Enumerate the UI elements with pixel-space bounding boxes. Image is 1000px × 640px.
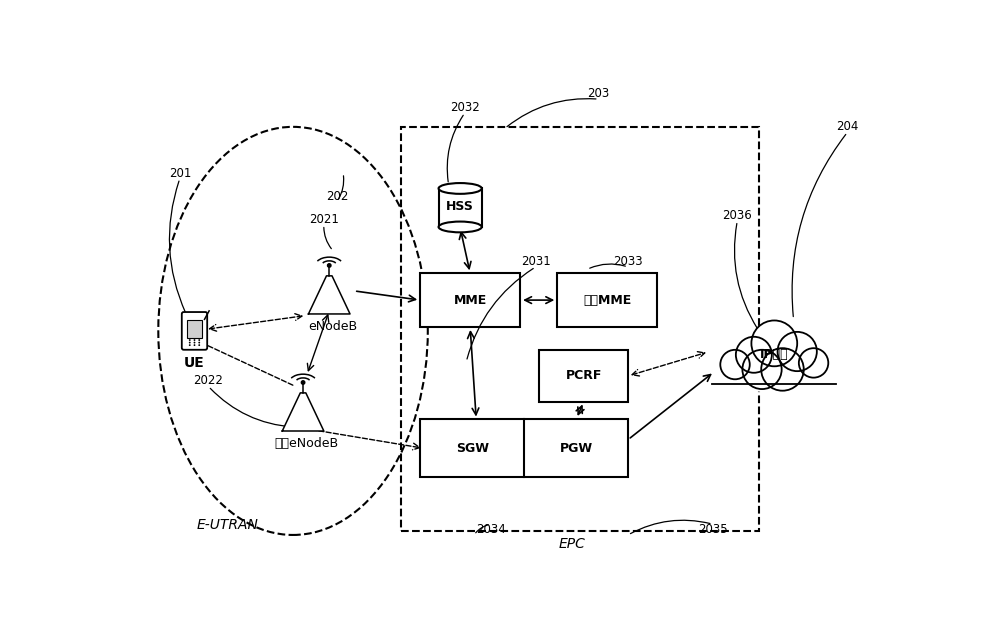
Text: 其它eNodeB: 其它eNodeB	[275, 437, 339, 450]
Circle shape	[799, 348, 828, 378]
Text: 2031: 2031	[521, 255, 550, 268]
Text: 2021: 2021	[309, 212, 339, 226]
Bar	[539, 350, 628, 402]
Text: 其它MME: 其它MME	[583, 294, 631, 307]
Circle shape	[328, 264, 331, 267]
Circle shape	[736, 337, 772, 372]
Circle shape	[189, 342, 191, 344]
Text: SGW: SGW	[456, 442, 489, 455]
Circle shape	[194, 342, 195, 344]
Bar	[439, 188, 482, 227]
Text: PCRF: PCRF	[566, 369, 602, 383]
Text: 201: 201	[169, 166, 191, 180]
Bar	[187, 320, 202, 338]
Polygon shape	[308, 276, 350, 314]
Ellipse shape	[439, 183, 482, 194]
Circle shape	[198, 344, 200, 346]
Text: 204: 204	[836, 120, 859, 133]
Text: 2035: 2035	[698, 523, 728, 536]
Circle shape	[301, 381, 305, 384]
Circle shape	[778, 332, 817, 371]
Bar	[557, 273, 657, 327]
Text: IP业务: IP业务	[760, 348, 789, 361]
Circle shape	[761, 348, 804, 390]
Circle shape	[194, 344, 195, 346]
Text: 203: 203	[588, 87, 610, 100]
Circle shape	[720, 350, 750, 380]
Text: 2036: 2036	[722, 209, 752, 222]
Text: MME: MME	[454, 294, 487, 307]
Text: 2022: 2022	[193, 374, 223, 387]
Polygon shape	[282, 393, 324, 431]
Text: UE: UE	[184, 356, 205, 369]
Text: 2034: 2034	[476, 523, 506, 536]
Bar	[420, 419, 628, 477]
Circle shape	[189, 339, 191, 341]
Circle shape	[751, 321, 797, 366]
Circle shape	[189, 344, 191, 346]
Circle shape	[198, 342, 200, 344]
Bar	[401, 127, 759, 531]
Text: E-UTRAN: E-UTRAN	[197, 518, 259, 532]
FancyBboxPatch shape	[182, 312, 207, 350]
Text: PGW: PGW	[560, 442, 593, 455]
Ellipse shape	[439, 221, 482, 232]
Text: 202: 202	[326, 189, 348, 203]
Circle shape	[198, 339, 200, 341]
Text: 2032: 2032	[450, 101, 480, 114]
Circle shape	[742, 350, 782, 389]
Ellipse shape	[712, 329, 836, 393]
Text: 2033: 2033	[613, 255, 643, 268]
Text: HSS: HSS	[446, 200, 474, 212]
Circle shape	[194, 339, 195, 341]
Text: EPC: EPC	[559, 537, 586, 551]
Text: eNodeB: eNodeB	[309, 320, 358, 333]
Bar	[420, 273, 520, 327]
